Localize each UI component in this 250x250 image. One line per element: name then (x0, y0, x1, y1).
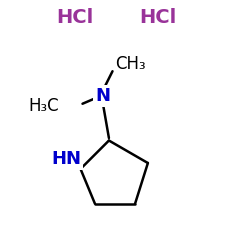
Text: N: N (95, 87, 110, 105)
Text: CH₃: CH₃ (115, 55, 146, 73)
Text: HCl: HCl (139, 8, 176, 27)
Text: HCl: HCl (56, 8, 94, 27)
Text: H₃C: H₃C (28, 97, 59, 115)
Text: HN: HN (51, 150, 81, 168)
